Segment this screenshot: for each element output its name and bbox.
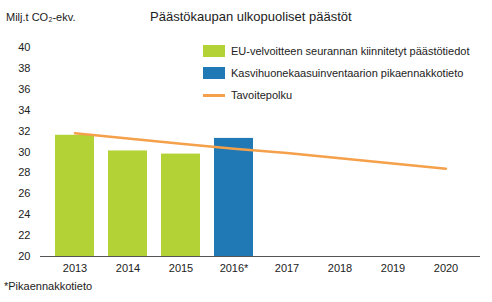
svg-text:2018: 2018 [328,262,352,274]
html-text:Tavoitepolku: Tavoitepolku [231,89,293,101]
html-text:Päästökaupan ulkopuoliset pääs: Päästökaupan ulkopuoliset päästöt [150,9,352,24]
svg-text:2016*: 2016* [220,262,249,274]
svg-text:30: 30 [18,146,30,158]
svg-text:32: 32 [18,125,30,137]
svg-text:24: 24 [18,208,30,220]
html-text:Kasvihuonekaasuinventaarion pi: Kasvihuonekaasuinventaarion pikaennakkot… [231,67,464,79]
html-text:EU-velvoitteen seurannan kiinn: EU-velvoitteen seurannan kiinnitetyt pää… [231,45,470,57]
svg-text:2013: 2013 [63,262,87,274]
svg-text:28: 28 [18,166,30,178]
svg-text:36: 36 [18,83,30,95]
html-text:Milj.t CO₂-ekv.: Milj.t CO₂-ekv. [6,11,76,23]
svg-text:20: 20 [18,250,30,262]
svg-text:2020: 2020 [434,262,458,274]
svg-text:40: 40 [18,41,30,53]
svg-text:38: 38 [18,62,30,74]
svg-text:22: 22 [18,229,30,241]
svg-text:2014: 2014 [116,262,140,274]
html-text:*Pikaennakkotieto: *Pikaennakkotieto [4,280,93,292]
svg-text:2017: 2017 [275,262,299,274]
svg-text:2019: 2019 [381,262,405,274]
svg-text:2015: 2015 [169,262,193,274]
svg-text:34: 34 [18,104,30,116]
svg-text:26: 26 [18,187,30,199]
